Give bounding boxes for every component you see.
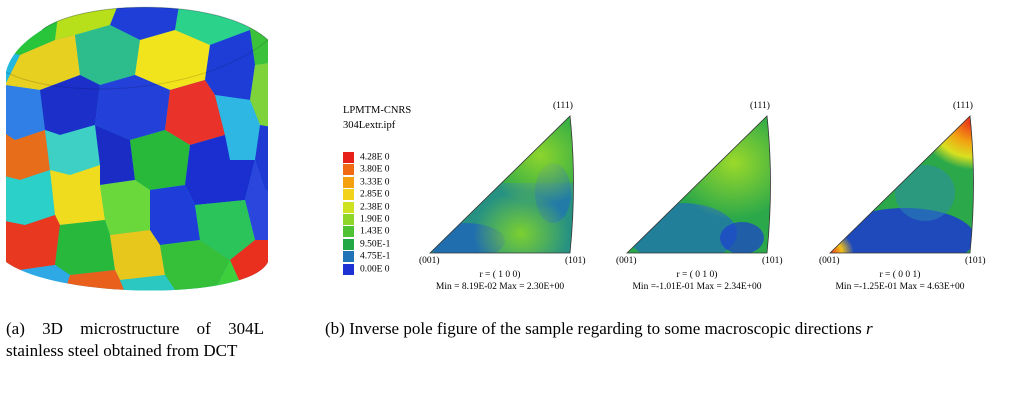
legend-swatch — [343, 238, 354, 250]
caption-b: (b) Inverse pole figure of the sample re… — [325, 318, 1015, 340]
legend-swatch — [343, 251, 354, 263]
microstructure-3d-image — [5, 6, 269, 291]
legend-entry: 0.00E 0 — [343, 263, 390, 276]
ipf-direction-label: r = ( 0 1 0) — [676, 270, 718, 280]
legend-entry: 3.33E 0 — [343, 176, 390, 189]
corner-label-001: (001) — [419, 256, 440, 266]
legend-swatch — [343, 201, 354, 213]
ipf-direction-label: r = ( 0 0 1) — [879, 270, 921, 280]
legend-swatch — [343, 164, 354, 176]
legend-label: 4.28E 0 — [360, 152, 390, 163]
corner-label-111: (111) — [750, 101, 770, 111]
caption-b-text: (b) Inverse pole figure of the sample re… — [325, 319, 866, 338]
caption-a: (a) 3D microstructure of 304L stainless … — [6, 319, 264, 360]
corner-label-001: (001) — [819, 256, 840, 266]
corner-label-001: (001) — [616, 256, 637, 266]
ipf-triangle-001 — [829, 115, 974, 254]
legend-label: 4.75E-1 — [360, 251, 391, 262]
corner-label-101: (101) — [565, 256, 586, 266]
legend-entry: 1.43E 0 — [343, 226, 390, 238]
legend-entry: 2.38E 0 — [343, 201, 390, 214]
legend-label: 1.43E 0 — [360, 227, 390, 238]
ipf-direction-label: r = ( 1 0 0) — [479, 270, 521, 280]
legend-entry: 1.90E 0 — [343, 214, 390, 226]
ipf-triangle-010 — [626, 115, 771, 254]
caption-b-variable: r — [865, 319, 873, 338]
corner-label-101: (101) — [965, 256, 986, 266]
legend-title-line1: LPMTM-CNRS — [343, 105, 412, 116]
ipf-figure-001: (111) (001) (101) r = ( 0 0 1) Min =-1.2… — [819, 95, 1015, 295]
ipf-triangle-100 — [429, 115, 574, 254]
legend-entry: 2.85E 0 — [343, 189, 390, 201]
legend-label: 0.00E 0 — [360, 264, 390, 275]
legend-swatch — [343, 263, 354, 275]
ipf-figure-100: (111) (001) (101) r = ( 1 0 0) Min = 8.1… — [419, 95, 625, 295]
legend-entry: 4.75E-1 — [343, 251, 390, 263]
legend-label: 3.33E 0 — [360, 177, 390, 188]
ipf-min-max-label: Min =-1.01E-01 Max = 2.34E+00 — [632, 282, 762, 292]
corner-label-101: (101) — [762, 256, 783, 266]
ipf-min-max-label: Min =-1.25E-01 Max = 4.63E+00 — [835, 282, 965, 292]
ipf-panel: (111) (001) (101) r = ( 1 0 0) Min = 8.1… — [419, 95, 1015, 295]
legend-swatch — [343, 176, 354, 188]
legend-label: 2.85E 0 — [360, 189, 390, 200]
legend-title-line2: 304Lextr.ipf — [343, 120, 396, 131]
color-legend: 4.28E 0 3.80E 0 3.33E 0 2.85E 0 2.38E 0 1.90E… — [343, 152, 423, 277]
legend-swatch — [343, 189, 354, 201]
ipf-figure-010: (111) (001) (101) r = ( 0 1 0) Min =-1.0… — [616, 95, 822, 295]
legend-swatch — [343, 152, 354, 163]
legend-entry: 4.28E 0 — [343, 152, 390, 164]
legend-entry: 9.50E-1 — [343, 238, 391, 251]
legend-label: 2.38E 0 — [360, 202, 390, 213]
ipf-min-max-label: Min = 8.19E-02 Max = 2.30E+00 — [435, 282, 565, 292]
legend-label: 9.50E-1 — [360, 239, 391, 250]
legend-label: 3.80E 0 — [360, 165, 390, 176]
corner-label-111: (111) — [953, 101, 973, 111]
legend-label: 1.90E 0 — [360, 214, 390, 225]
corner-label-111: (111) — [553, 101, 573, 111]
legend-swatch — [343, 226, 354, 238]
legend-swatch — [343, 214, 354, 225]
legend-entry: 3.80E 0 — [343, 164, 390, 176]
